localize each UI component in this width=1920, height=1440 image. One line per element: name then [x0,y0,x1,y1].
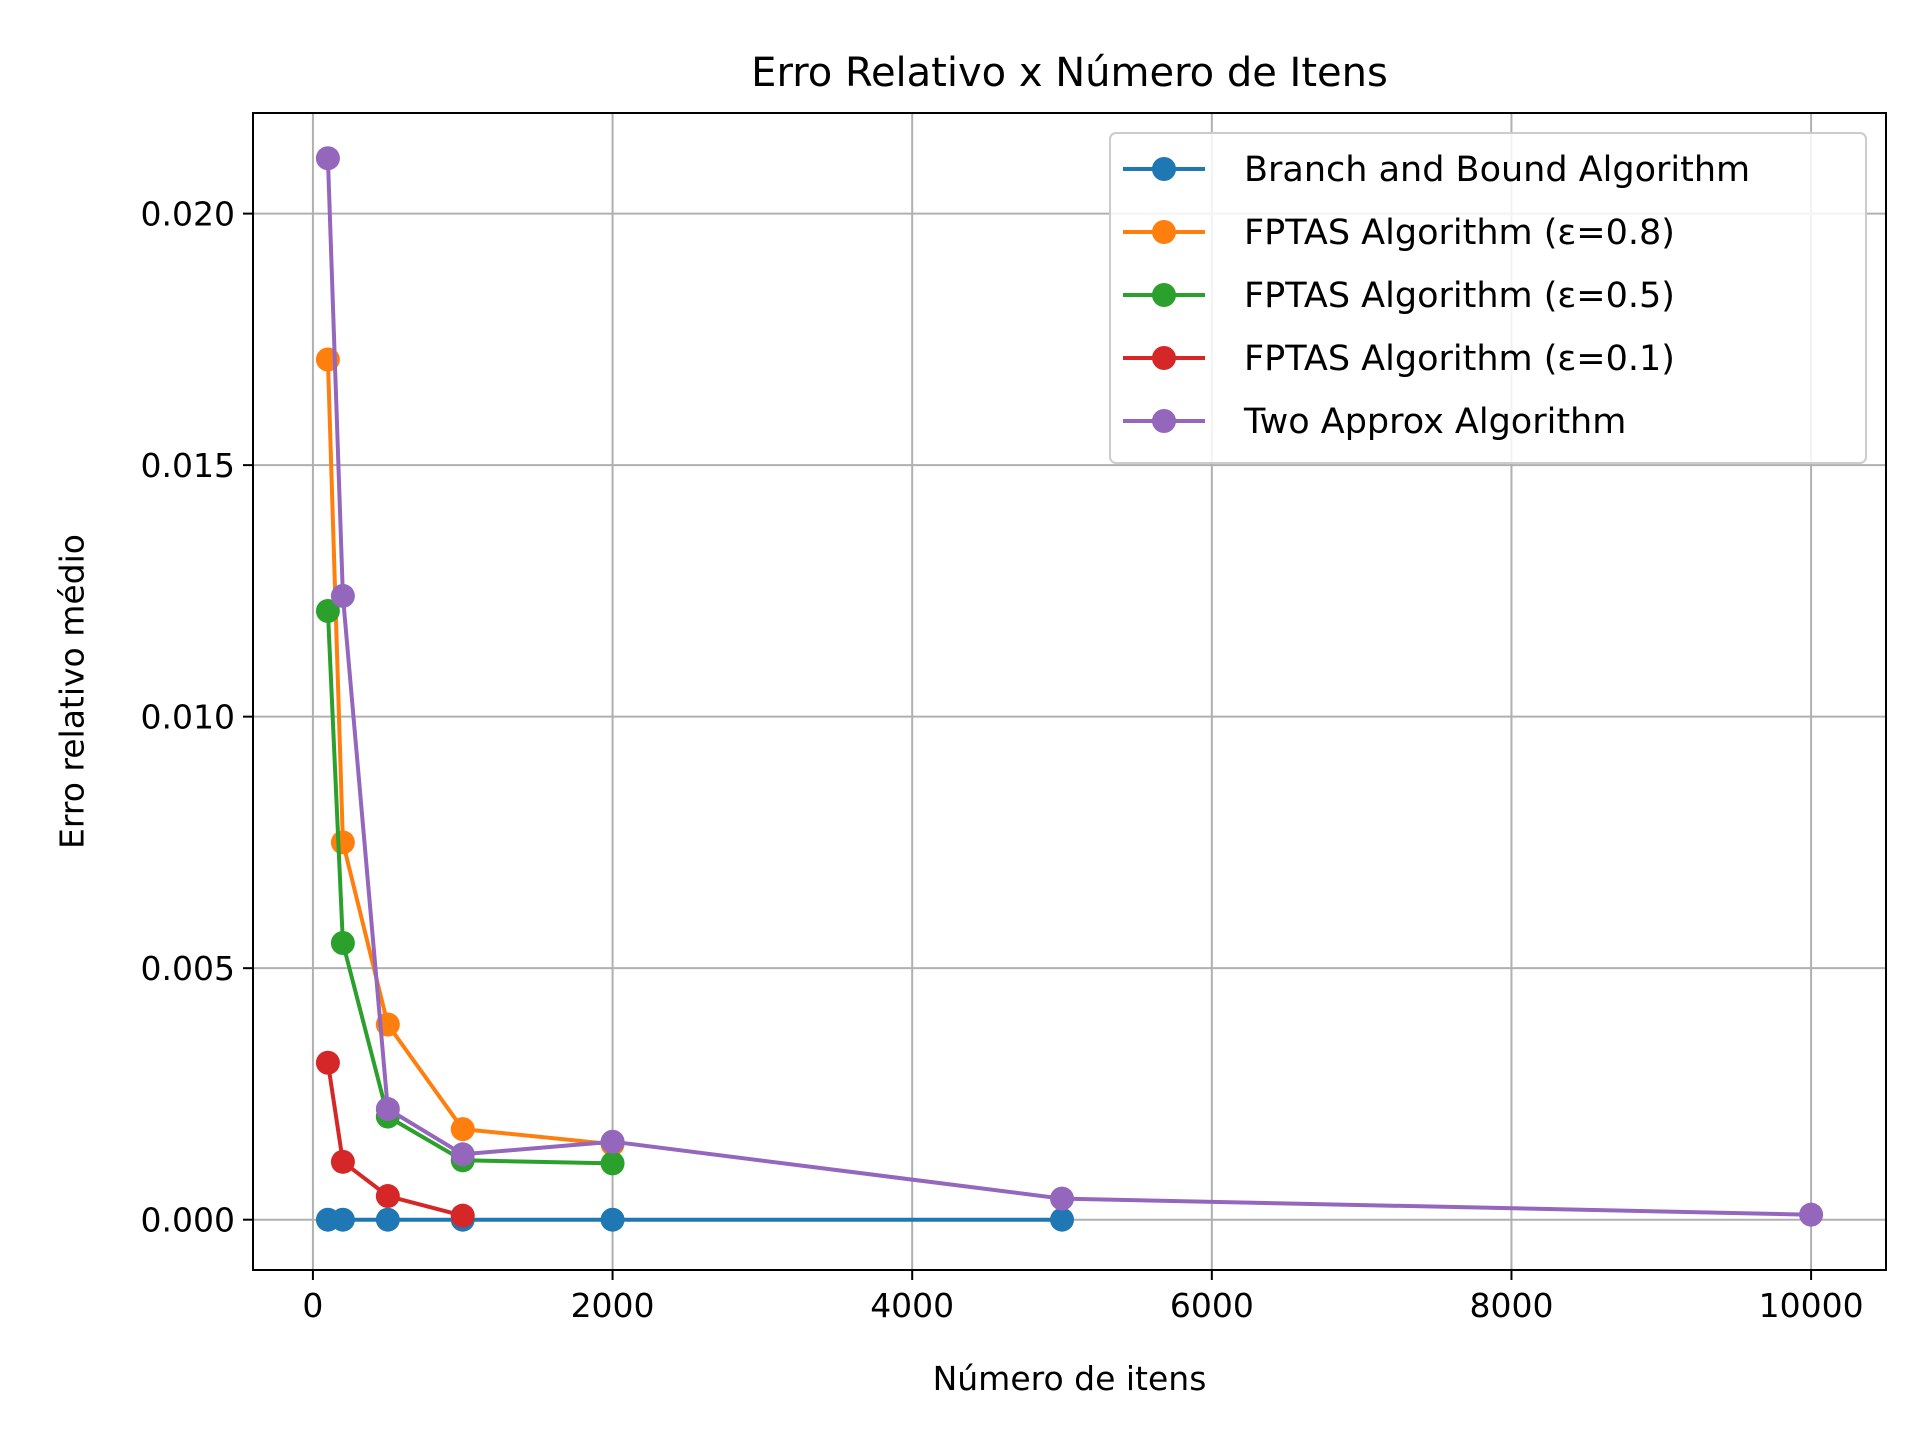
series-line [325,1062,464,1218]
data-point [375,1097,400,1122]
data-point [375,1207,400,1232]
data-point [315,599,340,624]
x-tick-label: 10000 [1759,1286,1864,1325]
data-point [330,931,355,956]
data-point [315,146,340,171]
data-point [330,583,355,608]
chart-title: Erro Relativo x Número de Itens [751,50,1388,96]
y-axis-label: Erro relativo médio [53,534,92,849]
legend-item: FPTAS Algorithm (ε=0.1) [1123,339,1675,379]
y-tick-label: 0.000 [141,1201,235,1240]
legend-label: Two Approx Algorithm [1243,402,1626,442]
y-tick-label: 0.020 [141,195,235,234]
x-tick-label: 0 [302,1286,323,1325]
legend: Branch and Bound Algorithm FPTAS Algorith… [1109,132,1867,464]
legend-box [1109,132,1867,464]
legend-swatch-marker [1152,220,1176,244]
x-tick-label: 6000 [1170,1286,1254,1325]
legend-swatch-marker [1152,346,1176,370]
data-point [1799,1202,1824,1227]
data-point [450,1142,475,1167]
series-5 [315,146,1824,1227]
data-point [1050,1207,1075,1232]
legend-item: Two Approx Algorithm [1123,402,1626,442]
data-point [600,1151,625,1176]
data-point [600,1207,625,1232]
data-point [450,1203,475,1228]
x-tick-label: 8000 [1469,1286,1553,1325]
x-tick-label: 2000 [571,1286,655,1325]
data-point [315,1050,340,1075]
x-tick-label: 4000 [870,1286,954,1325]
legend-item: FPTAS Algorithm (ε=0.8) [1123,213,1675,253]
plot-frame [252,112,1887,1271]
legend-label: FPTAS Algorithm (ε=0.5) [1244,276,1675,316]
data-point [450,1117,475,1142]
y-tick-label: 0.010 [141,698,235,737]
legend-swatch-marker [1152,283,1176,307]
data-point [375,1184,400,1209]
legend-label: Branch and Bound Algorithm [1244,150,1750,190]
series-layer [315,146,1824,1232]
legend-label: FPTAS Algorithm (ε=0.1) [1244,339,1675,379]
y-tick-label: 0.005 [141,949,235,988]
legend-item: FPTAS Algorithm (ε=0.5) [1123,276,1675,316]
y-tick-label: 0.015 [141,446,235,485]
data-point [330,1207,355,1232]
axis-ticks: 0 2000 4000 6000 8000 10000 0.000 0.005 0.010 0.0… [141,195,1864,1325]
legend-item: Branch and Bound Algorithm [1123,150,1750,190]
legend-swatch-marker [1152,409,1176,433]
data-point [1050,1186,1075,1211]
series-4 [315,1050,475,1228]
legend-label: FPTAS Algorithm (ε=0.8) [1244,213,1675,253]
data-point [330,830,355,855]
legend-swatch-marker [1152,157,1176,181]
x-axis-label: Número de itens [933,1359,1207,1398]
data-point [600,1129,625,1154]
data-point [330,1149,355,1174]
